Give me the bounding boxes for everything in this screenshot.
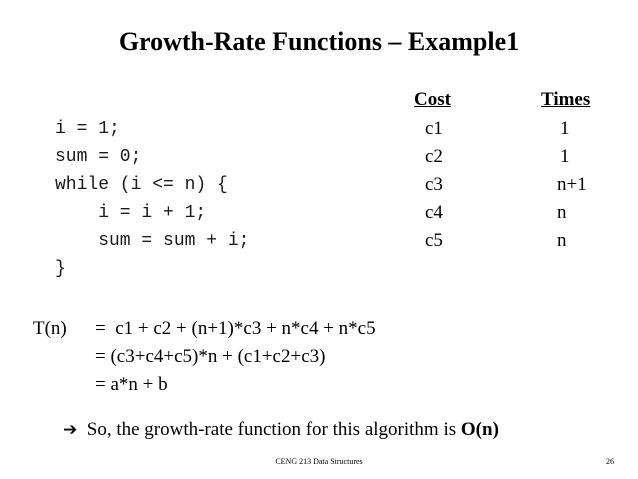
times-5: n: [557, 230, 567, 251]
equation-line-2: = (c3+c4+c5)*n + (c1+c2+c3): [95, 346, 326, 367]
slide-title: Growth-Rate Functions – Example1: [118, 27, 520, 56]
equation-line-3: = a*n + b: [95, 374, 168, 395]
times-4: n: [557, 202, 567, 223]
times-3: n+1: [557, 174, 587, 195]
equation-line-1: = c1 + c2 + (n+1)*c3 + n*c4 + n*c5: [95, 318, 376, 339]
cost-header: Cost: [414, 89, 451, 110]
code-line-5: sum = sum + i;: [55, 231, 250, 251]
code-line-3: while (i <= n) {: [55, 175, 228, 195]
conclusion: ➔ So, the growth-rate function for this …: [55, 401, 499, 441]
code-line-1: i = 1;: [55, 119, 120, 139]
cost-c5: c5: [425, 230, 443, 251]
code-line-2: sum = 0;: [55, 147, 142, 167]
cost-c2: c2: [425, 146, 443, 167]
conclusion-complexity: O(n): [460, 419, 499, 440]
tn-label: T(n): [33, 318, 67, 339]
code-line-6: }: [55, 259, 66, 279]
cost-c3: c3: [425, 174, 443, 195]
footer-course: CENG 213 Data Structures: [275, 457, 363, 466]
times-2: 1: [560, 146, 570, 167]
cost-c1: c1: [425, 118, 443, 139]
page-number: 26: [606, 457, 614, 466]
conclusion-text: So, the growth-rate function for this al…: [86, 419, 461, 440]
code-line-4: i = i + 1;: [55, 203, 207, 223]
arrow-right-icon: ➔: [63, 420, 78, 440]
cost-c4: c4: [425, 202, 443, 223]
times-header: Times: [541, 89, 591, 110]
times-1: 1: [560, 118, 570, 139]
